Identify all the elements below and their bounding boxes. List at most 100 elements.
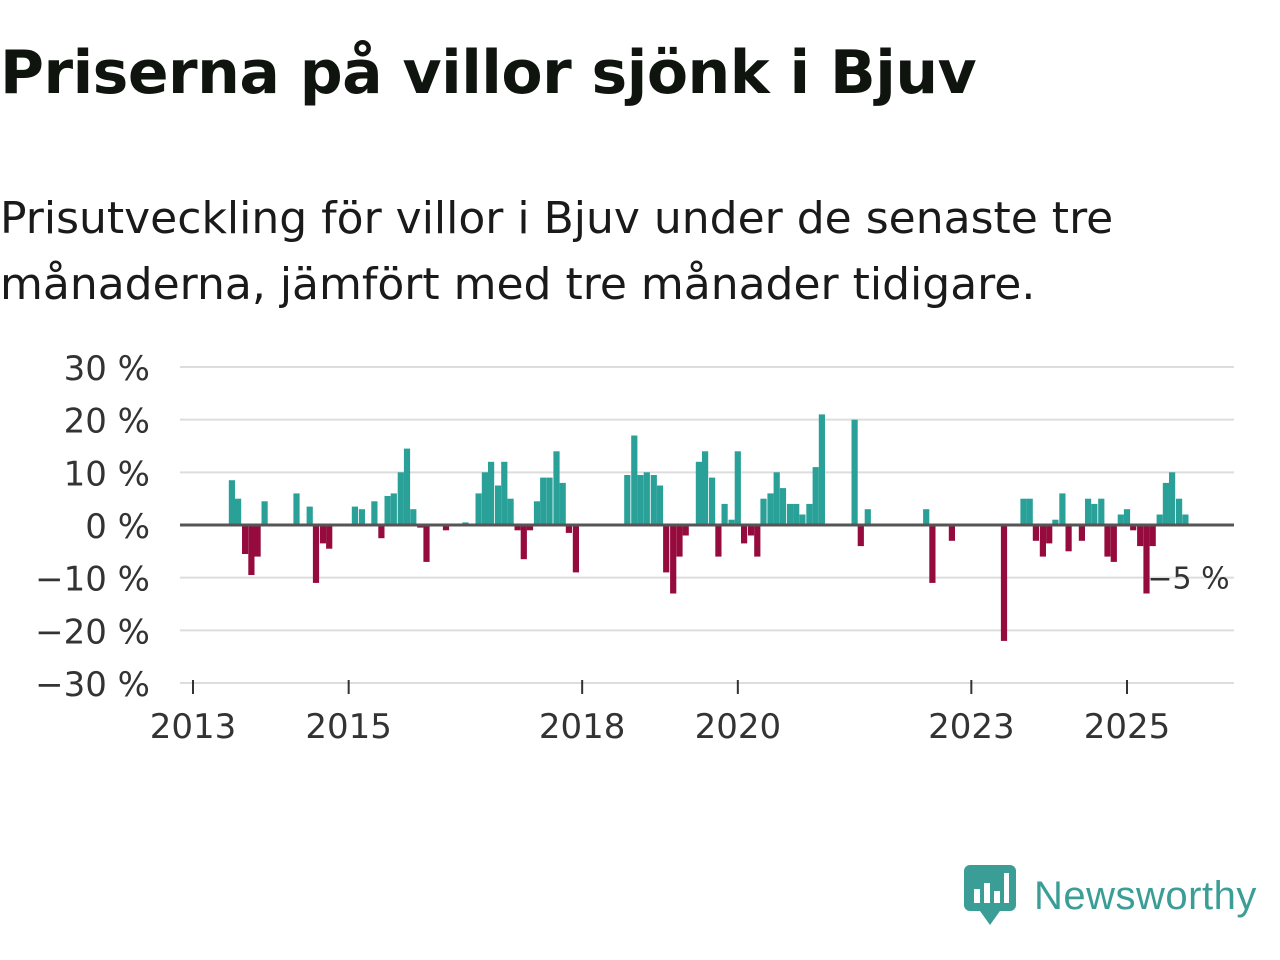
y-tick-label: −20 %	[35, 612, 150, 652]
bar	[1123, 509, 1131, 525]
bar	[442, 525, 450, 531]
y-tick-label: −10 %	[35, 560, 150, 600]
bar	[864, 509, 871, 525]
bar	[1039, 525, 1046, 557]
bar	[242, 525, 249, 554]
bar	[235, 498, 242, 525]
bar	[495, 485, 502, 525]
bar	[1169, 472, 1176, 525]
bar	[403, 448, 411, 525]
bar	[423, 525, 430, 562]
bar	[410, 509, 417, 525]
bar	[565, 525, 572, 533]
bar	[1137, 525, 1144, 547]
bar	[1026, 498, 1033, 525]
bar	[715, 525, 722, 557]
bar	[358, 509, 365, 525]
y-axis: 30 % 20 % 10 % 0 % −10 % −20 % −30 %	[35, 349, 150, 705]
bar	[501, 461, 508, 525]
bar	[1110, 525, 1117, 562]
bar	[481, 472, 488, 525]
bar	[663, 525, 670, 573]
bar	[507, 498, 514, 525]
bar	[709, 477, 716, 525]
y-tick-label: 20 %	[64, 402, 150, 442]
bar	[624, 475, 631, 525]
bar	[948, 525, 955, 541]
bar	[748, 525, 755, 536]
bar	[390, 493, 397, 525]
bar	[857, 525, 864, 547]
x-tick-label: 2025	[1084, 707, 1171, 747]
bar	[786, 503, 794, 525]
bar	[760, 498, 767, 525]
x-axis: 2013 2015 2018 2020 2023 2025	[150, 680, 1171, 747]
bar	[1098, 498, 1105, 525]
bar	[351, 506, 358, 525]
bar	[384, 496, 391, 525]
bar	[637, 475, 644, 525]
bar	[812, 467, 819, 525]
bar	[533, 501, 541, 525]
bar	[643, 472, 650, 525]
bar	[1149, 525, 1156, 547]
bar	[728, 519, 735, 525]
bar	[488, 461, 495, 525]
bar	[682, 525, 689, 536]
bar	[254, 525, 261, 557]
chart-title: Priserna på villor sjönk i Bjuv	[0, 38, 977, 108]
bar	[1046, 525, 1053, 544]
bar	[293, 493, 300, 525]
bar	[773, 472, 780, 525]
bar	[670, 525, 677, 594]
x-tick-label: 2013	[150, 707, 237, 747]
bar	[546, 477, 553, 525]
bar	[1059, 493, 1066, 525]
bar	[1078, 525, 1085, 541]
bar	[1182, 514, 1189, 525]
bar	[799, 514, 806, 525]
bar	[371, 501, 378, 525]
bar	[929, 525, 936, 583]
bar	[261, 501, 268, 525]
bar	[228, 480, 235, 525]
bar	[397, 472, 404, 525]
newsworthy-logo-icon	[964, 865, 1016, 925]
bar	[1000, 525, 1008, 641]
bar	[734, 451, 741, 525]
bar	[702, 451, 709, 525]
bar	[514, 525, 521, 531]
bar-chart: 30 %20 %10 %0 %−10 %−20 %−30 % 2013 2015 2…	[35, 349, 1234, 747]
x-tick-label: 2018	[539, 707, 626, 747]
bar	[319, 525, 327, 544]
bars	[228, 414, 1189, 641]
x-tick-label: 2023	[928, 707, 1015, 747]
bar	[806, 503, 813, 525]
y-tick-label: 10 %	[64, 454, 150, 494]
last-value-label: −5 %	[1147, 562, 1229, 597]
bar	[1176, 498, 1183, 525]
bar	[1130, 525, 1137, 531]
bar	[631, 435, 638, 525]
bar	[1020, 498, 1027, 525]
bar	[695, 461, 702, 525]
y-tick-label: 0 %	[85, 507, 150, 547]
bar	[676, 525, 683, 557]
x-tick-label: 2020	[695, 707, 782, 747]
bar	[1052, 519, 1059, 525]
bar	[475, 493, 482, 525]
bar	[553, 451, 560, 525]
bar	[1091, 503, 1098, 525]
bar	[793, 503, 800, 525]
bar	[378, 525, 385, 539]
bar	[1156, 514, 1163, 525]
y-tick-label: −30 %	[35, 665, 150, 705]
bar	[520, 525, 527, 560]
bar	[1065, 525, 1072, 552]
y-tick-label: 30 %	[64, 349, 150, 389]
bar	[572, 525, 579, 573]
bar	[312, 525, 320, 583]
bar	[656, 485, 664, 525]
x-tick-label: 2015	[305, 707, 392, 747]
bar	[721, 503, 728, 525]
